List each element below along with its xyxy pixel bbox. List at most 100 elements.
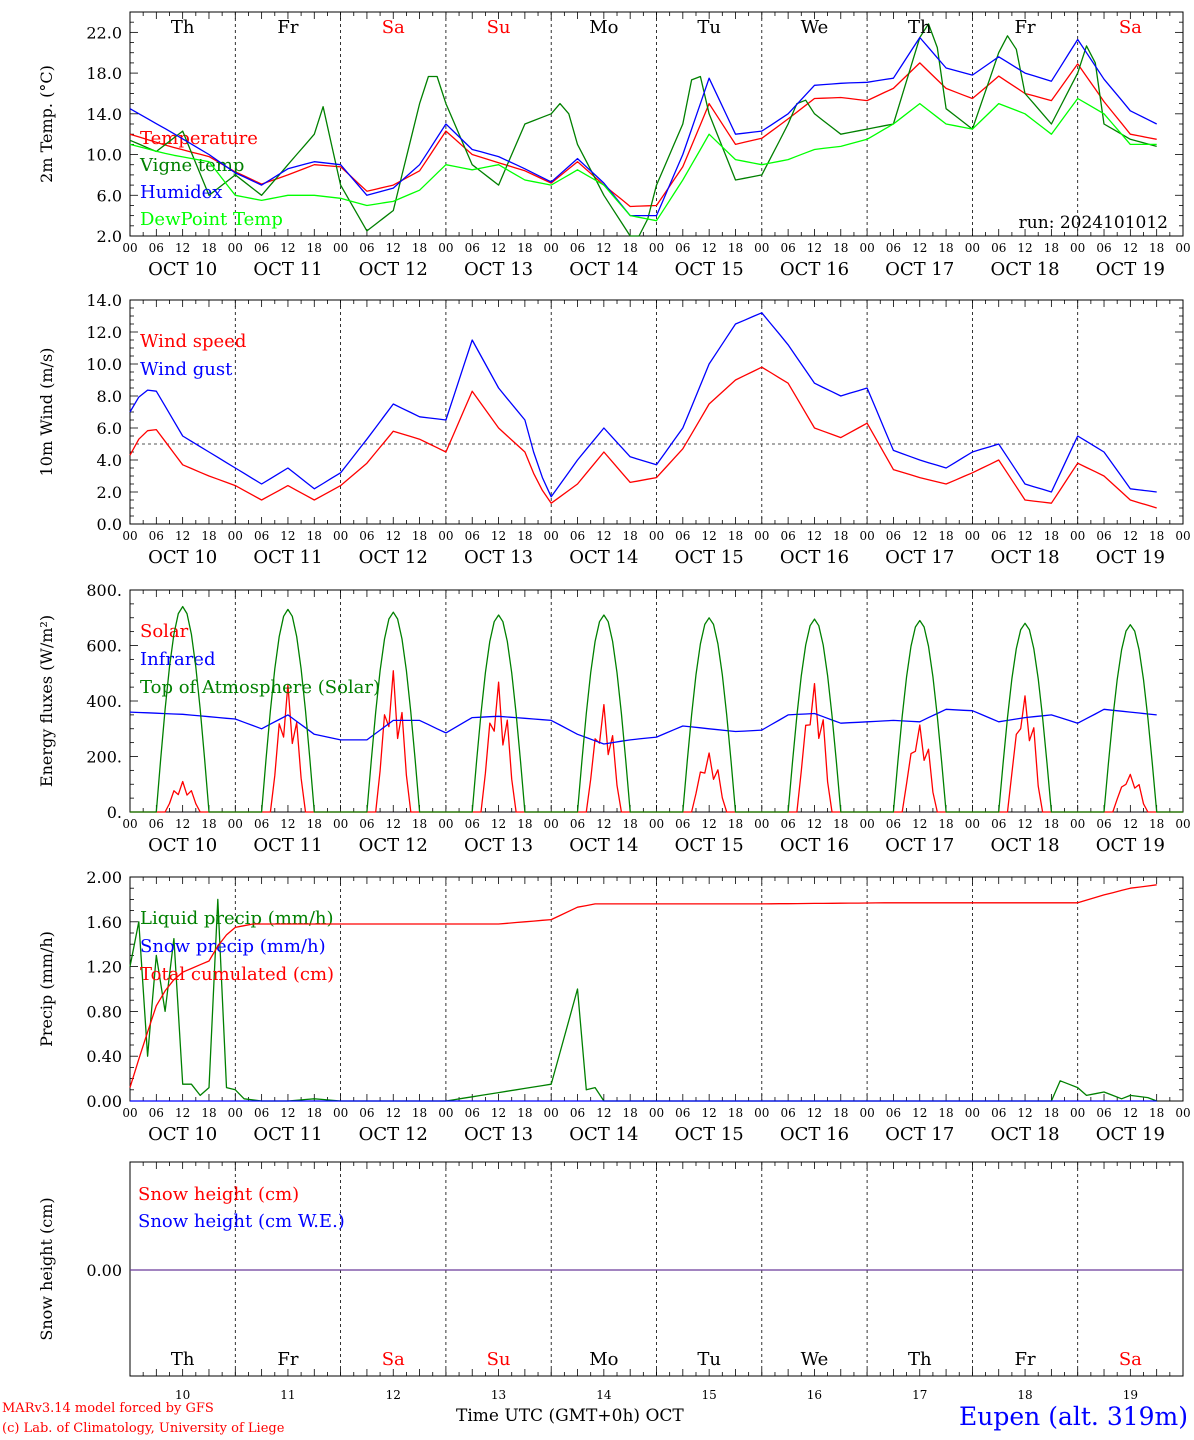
hour-tick-label: 12 bbox=[175, 1106, 190, 1120]
hour-tick-label: 18 bbox=[412, 241, 427, 255]
hour-tick-label: 06 bbox=[149, 241, 164, 255]
hour-tick-label: 00 bbox=[122, 1106, 137, 1120]
hour-tick-label: 00 bbox=[122, 817, 137, 831]
hour-tick-label: 18 bbox=[517, 817, 532, 831]
weekday-label: We bbox=[801, 1349, 829, 1370]
day-label: OCT 14 bbox=[569, 547, 638, 568]
hour-tick-label: 00 bbox=[754, 529, 769, 543]
hour-tick-label: 06 bbox=[254, 529, 269, 543]
hour-tick-label: 06 bbox=[149, 1106, 164, 1120]
weekday-label: Th bbox=[908, 17, 932, 38]
model-credit: MARv3.14 model forced by GFS bbox=[2, 1401, 214, 1416]
day-label: OCT 15 bbox=[675, 547, 744, 568]
hour-tick-label: 06 bbox=[886, 241, 901, 255]
hour-tick-label: 00 bbox=[333, 529, 348, 543]
weekday-label: Fr bbox=[277, 17, 298, 38]
day-label: OCT 10 bbox=[148, 547, 217, 568]
hour-tick-label: 12 bbox=[1017, 1106, 1032, 1120]
hour-tick-label: 18 bbox=[517, 529, 532, 543]
hour-tick-label: 12 bbox=[596, 817, 611, 831]
series-line bbox=[129, 708, 1157, 745]
hour-tick-label: 06 bbox=[359, 241, 374, 255]
hour-tick-label: 06 bbox=[675, 529, 690, 543]
hour-tick-label: 00 bbox=[1175, 817, 1190, 831]
day-label: OCT 18 bbox=[990, 1124, 1059, 1145]
hour-tick-label: 00 bbox=[1175, 529, 1190, 543]
hour-tick-label: 18 bbox=[307, 817, 322, 831]
hour-tick-label: 00 bbox=[544, 529, 559, 543]
hour-tick-label: 12 bbox=[491, 1106, 506, 1120]
day-label: OCT 16 bbox=[780, 1124, 849, 1145]
hour-tick-label: 00 bbox=[1070, 529, 1085, 543]
day-label: OCT 16 bbox=[780, 835, 849, 856]
day-label: OCT 11 bbox=[253, 1124, 322, 1145]
hour-tick-label: 00 bbox=[438, 529, 453, 543]
hour-tick-label: 12 bbox=[912, 241, 927, 255]
day-label: OCT 11 bbox=[253, 547, 322, 568]
hour-tick-label: 18 bbox=[623, 817, 638, 831]
day-label: OCT 19 bbox=[1096, 547, 1165, 568]
hour-tick-label: 00 bbox=[1070, 817, 1085, 831]
hour-tick-label: 12 bbox=[175, 241, 190, 255]
hour-tick-label: 06 bbox=[359, 529, 374, 543]
hour-tick-label: 06 bbox=[780, 1106, 795, 1120]
hour-tick-label: 18 bbox=[307, 241, 322, 255]
hour-tick-label: 00 bbox=[965, 817, 980, 831]
hour-tick-label: 18 bbox=[1149, 817, 1164, 831]
day-number-label: 18 bbox=[1017, 1388, 1032, 1402]
hour-tick-label: 06 bbox=[991, 241, 1006, 255]
hour-tick-label: 06 bbox=[991, 817, 1006, 831]
hour-tick-label: 06 bbox=[359, 1106, 374, 1120]
hour-tick-label: 06 bbox=[1096, 1106, 1111, 1120]
hour-tick-label: 12 bbox=[491, 241, 506, 255]
hour-tick-label: 00 bbox=[859, 241, 874, 255]
hour-tick-label: 12 bbox=[280, 241, 295, 255]
y-tick-label: 2.0 bbox=[97, 483, 122, 502]
hour-tick-label: 12 bbox=[491, 529, 506, 543]
hour-tick-label: 00 bbox=[122, 529, 137, 543]
hour-tick-label: 12 bbox=[175, 817, 190, 831]
weekday-label: Su bbox=[487, 17, 511, 38]
hour-tick-label: 12 bbox=[596, 241, 611, 255]
hour-tick-label: 18 bbox=[1044, 817, 1059, 831]
weekday-label: Mo bbox=[589, 1349, 618, 1370]
day-label: OCT 16 bbox=[780, 259, 849, 280]
hour-tick-label: 06 bbox=[780, 529, 795, 543]
hour-tick-label: 18 bbox=[728, 241, 743, 255]
day-label: OCT 18 bbox=[990, 547, 1059, 568]
weekday-label: Sa bbox=[1119, 1349, 1142, 1370]
y-tick-label: 0.00 bbox=[86, 1092, 122, 1111]
day-label: OCT 18 bbox=[990, 259, 1059, 280]
hour-tick-label: 12 bbox=[386, 1106, 401, 1120]
hour-tick-label: 06 bbox=[465, 1106, 480, 1120]
hour-tick-label: 18 bbox=[938, 241, 953, 255]
day-label: OCT 17 bbox=[885, 259, 954, 280]
day-label: OCT 17 bbox=[885, 1124, 954, 1145]
hour-tick-label: 06 bbox=[780, 817, 795, 831]
hour-tick-label: 18 bbox=[1149, 1106, 1164, 1120]
y-tick-label: 8.0 bbox=[97, 387, 122, 406]
hour-tick-label: 18 bbox=[938, 817, 953, 831]
hour-tick-label: 12 bbox=[807, 817, 822, 831]
y-tick-label: 0.0 bbox=[97, 515, 122, 534]
hour-tick-label: 00 bbox=[754, 1106, 769, 1120]
weekday-label: Tu bbox=[697, 1349, 721, 1370]
hour-tick-label: 18 bbox=[307, 529, 322, 543]
hour-tick-label: 18 bbox=[728, 529, 743, 543]
day-label: OCT 12 bbox=[359, 835, 428, 856]
hour-tick-label: 18 bbox=[1149, 529, 1164, 543]
day-label: OCT 10 bbox=[148, 259, 217, 280]
hour-tick-label: 00 bbox=[544, 817, 559, 831]
series-line bbox=[129, 97, 1157, 222]
y-tick-label: 600. bbox=[86, 637, 122, 656]
hour-tick-label: 18 bbox=[517, 1106, 532, 1120]
hour-tick-label: 00 bbox=[754, 817, 769, 831]
hour-tick-label: 12 bbox=[280, 529, 295, 543]
y-axis-title-precip: Precip (mm/h) bbox=[37, 931, 56, 1047]
hour-tick-label: 18 bbox=[833, 529, 848, 543]
series-line bbox=[129, 36, 1157, 217]
hour-tick-label: 12 bbox=[596, 1106, 611, 1120]
series-line bbox=[129, 898, 1157, 1102]
hour-tick-label: 06 bbox=[254, 241, 269, 255]
hour-tick-label: 06 bbox=[1096, 529, 1111, 543]
